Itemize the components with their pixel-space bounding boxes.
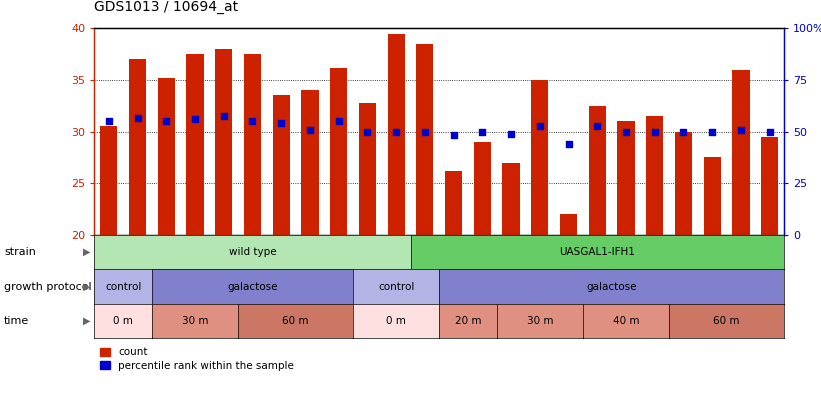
Point [562, 141, 576, 147]
Point [390, 128, 403, 135]
Point [447, 132, 461, 138]
Bar [732, 70, 750, 235]
Point [677, 128, 690, 135]
Text: 0 m: 0 m [113, 316, 133, 326]
Point [649, 128, 662, 135]
Bar [359, 103, 376, 235]
Text: control: control [105, 281, 141, 292]
Text: 30 m: 30 m [526, 316, 553, 326]
Text: ▶: ▶ [83, 316, 90, 326]
Bar [445, 171, 462, 235]
Point [131, 115, 144, 122]
Point [218, 113, 231, 119]
Text: 30 m: 30 m [181, 316, 209, 326]
Text: 60 m: 60 m [713, 316, 740, 326]
Text: growth protocol: growth protocol [4, 281, 92, 292]
Bar [273, 96, 290, 235]
Bar [474, 142, 491, 235]
Point [591, 123, 604, 130]
Point [504, 130, 518, 137]
Text: 60 m: 60 m [282, 316, 309, 326]
Point [476, 128, 489, 135]
Bar [215, 49, 232, 235]
Bar [244, 54, 261, 235]
Point [764, 128, 777, 135]
Point [419, 128, 432, 135]
Legend: count, percentile rank within the sample: count, percentile rank within the sample [99, 347, 294, 371]
Bar [100, 126, 117, 235]
Text: 20 m: 20 m [455, 316, 481, 326]
Text: galactose: galactose [586, 281, 637, 292]
Bar [704, 158, 721, 235]
Point [304, 126, 317, 133]
Point [361, 128, 374, 135]
Text: GDS1013 / 10694_at: GDS1013 / 10694_at [94, 0, 239, 14]
Bar [675, 132, 692, 235]
Bar [158, 78, 175, 235]
Bar [301, 90, 319, 235]
Bar [416, 44, 433, 235]
Point [189, 116, 202, 122]
Point [333, 118, 346, 124]
Text: ▶: ▶ [83, 281, 90, 292]
Bar [388, 34, 405, 235]
Point [160, 118, 173, 124]
Text: ▶: ▶ [83, 247, 90, 257]
Text: strain: strain [4, 247, 36, 257]
Point [274, 120, 288, 127]
Point [246, 118, 259, 124]
Bar [186, 54, 204, 235]
Point [103, 118, 116, 124]
Text: galactose: galactose [227, 281, 277, 292]
Text: control: control [378, 281, 415, 292]
Text: wild type: wild type [228, 247, 277, 257]
Bar [617, 121, 635, 235]
Point [534, 123, 547, 130]
Text: 0 m: 0 m [386, 316, 406, 326]
Text: UASGAL1-IFH1: UASGAL1-IFH1 [559, 247, 635, 257]
Text: 40 m: 40 m [612, 316, 640, 326]
Bar [330, 68, 347, 235]
Bar [761, 137, 778, 235]
Bar [646, 116, 663, 235]
Bar [531, 80, 548, 235]
Bar [560, 214, 577, 235]
Text: time: time [4, 316, 30, 326]
Point [735, 126, 748, 133]
Point [620, 128, 633, 135]
Bar [502, 162, 520, 235]
Bar [129, 59, 146, 235]
Bar [589, 106, 606, 235]
Point [706, 128, 719, 135]
